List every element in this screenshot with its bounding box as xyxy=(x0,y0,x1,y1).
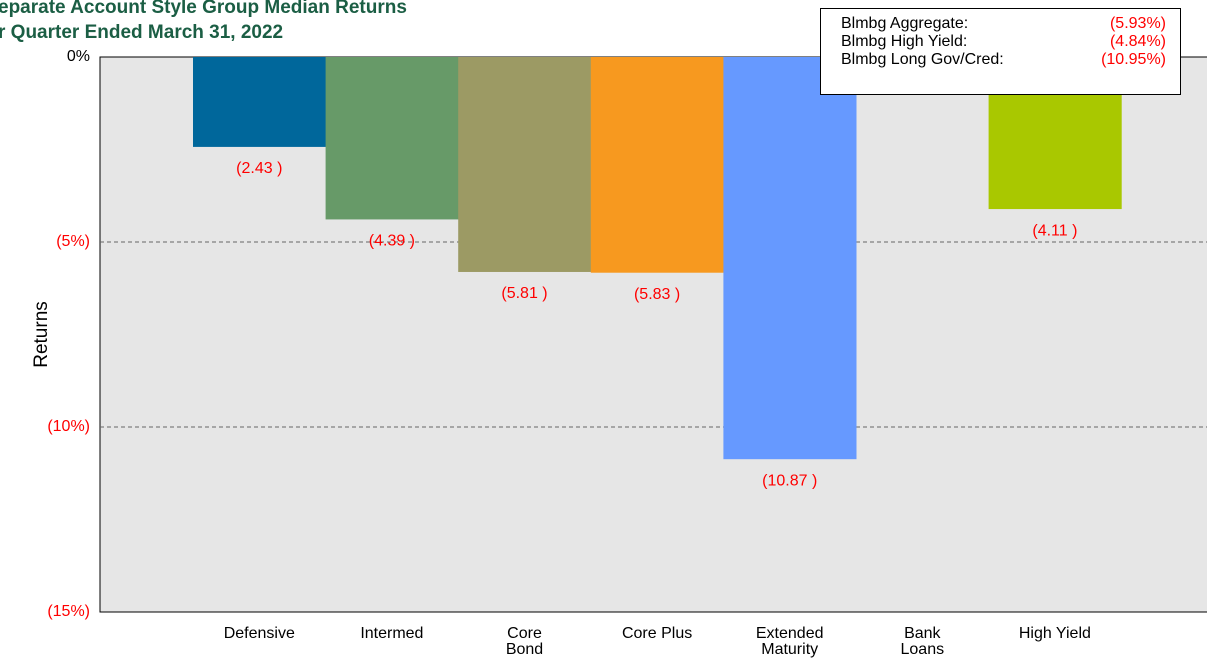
value-label: (4.39 ) xyxy=(369,233,415,250)
bar xyxy=(193,57,327,147)
legend: Blmbg Aggregate: (5.93%) Blmbg High Yield:… xyxy=(820,8,1181,95)
legend-value: (4.84%) xyxy=(1109,33,1166,50)
legend-name: Blmbg Long Gov/Cred: xyxy=(841,51,1004,68)
bar xyxy=(325,57,459,220)
legend-row: Blmbg High Yield: (4.84%) xyxy=(841,33,1166,51)
x-tick-label: Extended Maturity xyxy=(755,625,824,658)
legend-row: Blmbg Aggregate: (5.93%) xyxy=(841,15,1166,33)
x-tick-label: High Yield xyxy=(1018,625,1091,642)
y-tick-label: (5%) xyxy=(56,233,90,250)
value-label: (5.83 ) xyxy=(634,286,680,303)
value-label: (2.43 ) xyxy=(236,160,282,177)
value-label: (10.87 ) xyxy=(762,472,817,489)
bar xyxy=(723,57,857,460)
bar xyxy=(458,57,592,272)
value-label: (5.81 ) xyxy=(501,285,547,302)
x-tick-label: Core Bond xyxy=(505,625,544,658)
chart-title: eparate Account Style Group Median Retur… xyxy=(0,0,407,18)
x-tick-label: Defensive xyxy=(223,625,295,642)
x-tick-label: Bank Loans xyxy=(900,625,945,658)
y-tick-label: (15%) xyxy=(47,603,90,620)
chart-title: r Quarter Ended March 31, 2022 xyxy=(0,22,283,43)
y-tick-label: (10%) xyxy=(47,418,90,435)
legend-row: Blmbg Long Gov/Cred: (10.95%) xyxy=(841,51,1166,69)
legend-value: (5.93%) xyxy=(1109,15,1166,32)
legend-name: Blmbg High Yield: xyxy=(841,33,968,50)
y-tick-label: 0% xyxy=(67,48,90,65)
legend-name: Blmbg Aggregate: xyxy=(841,15,969,32)
x-tick-label: Core Plus xyxy=(621,625,693,642)
x-tick-label: Intermed xyxy=(360,625,424,642)
bar xyxy=(590,57,724,273)
value-label: (4.11 ) xyxy=(1032,222,1077,239)
legend-value: (10.95%) xyxy=(1101,51,1166,68)
y-axis-label: Returns xyxy=(31,301,52,368)
